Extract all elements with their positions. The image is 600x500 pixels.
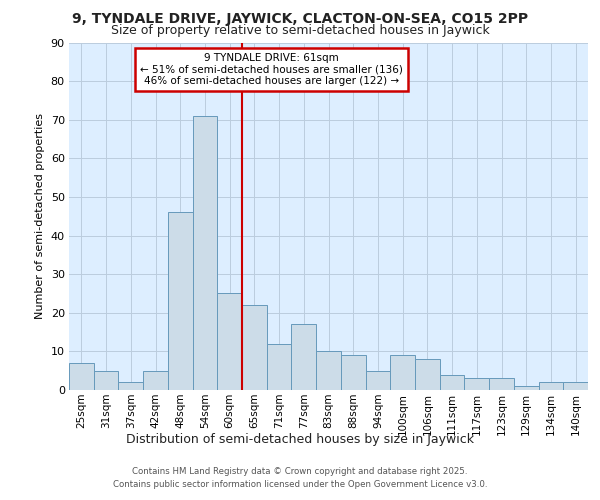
Bar <box>464 378 489 390</box>
Bar <box>415 359 440 390</box>
Bar <box>242 305 267 390</box>
Bar <box>193 116 217 390</box>
Bar <box>539 382 563 390</box>
Bar <box>217 294 242 390</box>
Bar <box>489 378 514 390</box>
Bar <box>316 352 341 390</box>
Bar <box>94 370 118 390</box>
Bar <box>143 370 168 390</box>
Text: 9 TYNDALE DRIVE: 61sqm
← 51% of semi-detached houses are smaller (136)
46% of se: 9 TYNDALE DRIVE: 61sqm ← 51% of semi-det… <box>140 53 403 86</box>
Bar <box>118 382 143 390</box>
Text: Contains HM Land Registry data © Crown copyright and database right 2025.
Contai: Contains HM Land Registry data © Crown c… <box>113 468 487 489</box>
Bar <box>341 355 365 390</box>
Bar <box>267 344 292 390</box>
Bar <box>514 386 539 390</box>
Text: 9, TYNDALE DRIVE, JAYWICK, CLACTON-ON-SEA, CO15 2PP: 9, TYNDALE DRIVE, JAYWICK, CLACTON-ON-SE… <box>72 12 528 26</box>
Y-axis label: Number of semi-detached properties: Number of semi-detached properties <box>35 114 45 320</box>
Bar <box>365 370 390 390</box>
Text: Distribution of semi-detached houses by size in Jaywick: Distribution of semi-detached houses by … <box>126 432 474 446</box>
Bar <box>440 374 464 390</box>
Bar <box>292 324 316 390</box>
Bar <box>168 212 193 390</box>
Bar <box>563 382 588 390</box>
Bar <box>390 355 415 390</box>
Bar <box>69 363 94 390</box>
Text: Size of property relative to semi-detached houses in Jaywick: Size of property relative to semi-detach… <box>110 24 490 37</box>
